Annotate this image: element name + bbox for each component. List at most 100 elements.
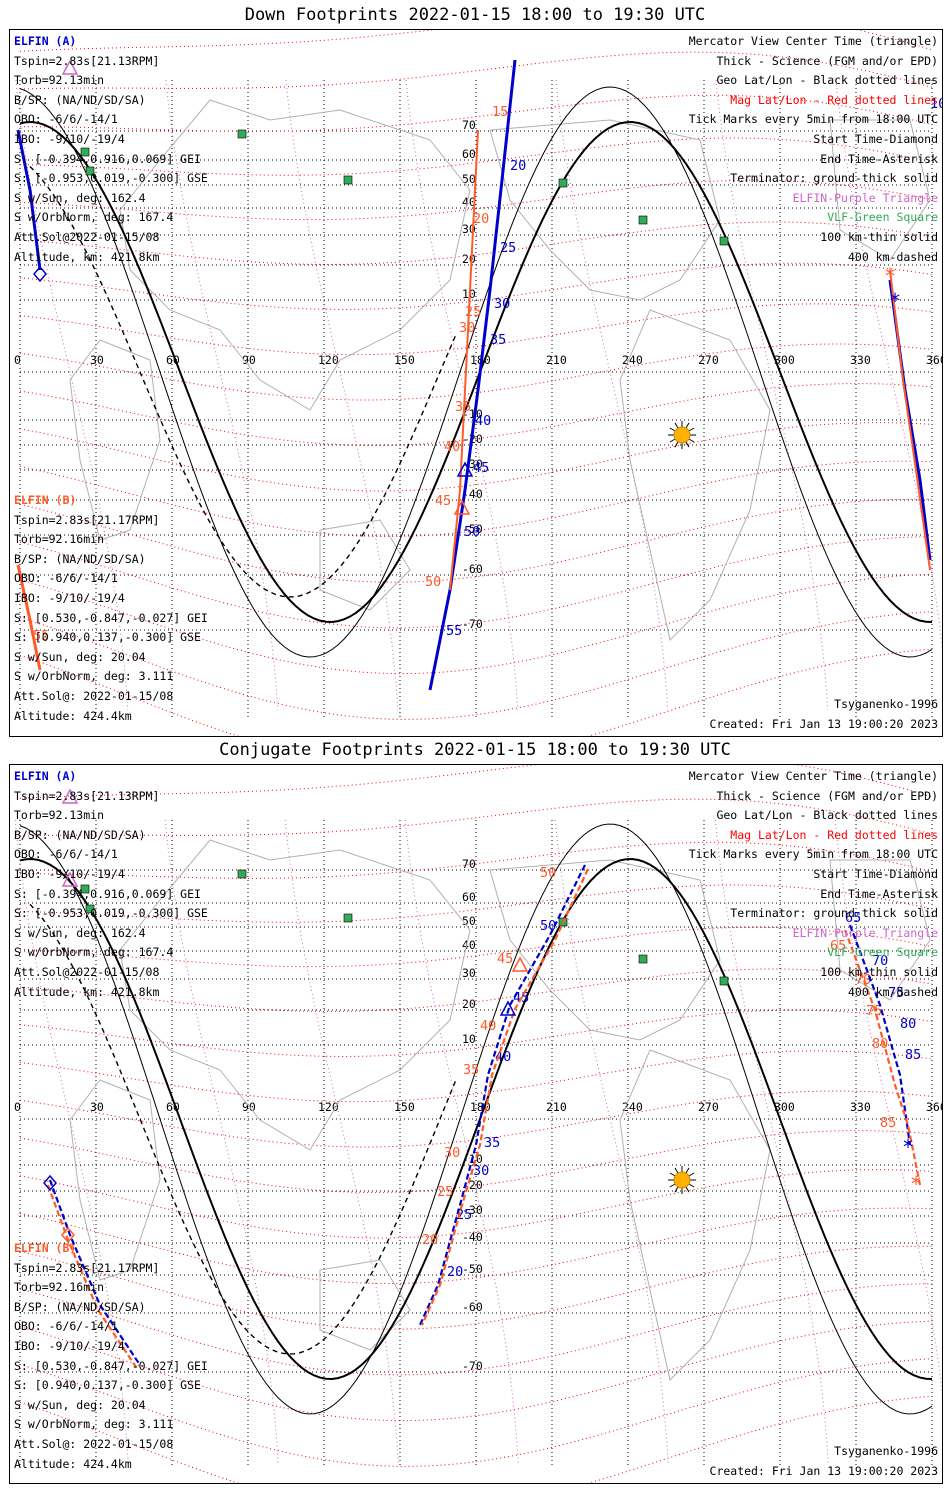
mag-parallel	[19, 884, 933, 923]
mag-meridian	[834, 819, 942, 1397]
sun-ray	[669, 1183, 676, 1188]
vlf-station-marker	[80, 147, 90, 157]
coastline	[69, 339, 161, 541]
info-line: S w/OrbNorm, deg: 167.4	[14, 210, 174, 225]
legend-line: Start Time-Diamond	[813, 866, 938, 881]
terminator-100km	[19, 86, 933, 658]
info-line: S w/OrbNorm, deg: 167.4	[14, 945, 174, 960]
track-time-label: 80	[900, 1016, 916, 1032]
map-canvas-conjugate: 0306090120150180210240270300330360706050…	[14, 765, 942, 1483]
sat-b-conj-track-west	[46, 1184, 139, 1371]
sat-a-name: ELFIN (A)	[14, 34, 77, 48]
sat-b-info-conjugate: ELFIN (B) Tspin=2.83s[21.17RPM] Torb=92.…	[14, 1239, 208, 1474]
lon-tick-label: 0	[14, 353, 21, 367]
track-time-label: 75	[888, 985, 904, 1001]
lon-tick-label: 270	[698, 353, 719, 367]
vlf-station-marker	[719, 236, 729, 246]
mag-parallel	[19, 179, 933, 221]
track-time-label: 55	[446, 623, 462, 639]
lat-tick-label: 60	[462, 890, 476, 904]
lat-tick-label: -10	[462, 407, 483, 421]
info-line: B/SP: (NA/ND/SD/SA)	[14, 551, 146, 566]
track-time-label: 30	[473, 1163, 489, 1179]
track-time-label: 70	[872, 953, 888, 969]
track-time-label: 30	[444, 1145, 460, 1161]
sun-icon	[673, 1171, 691, 1189]
coastline	[489, 859, 721, 1041]
mag-parallel	[19, 926, 933, 968]
lon-tick-label: 300	[774, 1100, 795, 1114]
track-time-label: 25	[500, 240, 516, 256]
track-time-label: 75	[10, 30, 26, 34]
track-time-label: 35	[455, 399, 471, 415]
sat-b-name: ELFIN (B)	[14, 1241, 77, 1255]
info-line: S w/OrbNorm, deg: 3.111	[14, 669, 174, 684]
info-line: IBO: -9/10/-19/4	[14, 866, 125, 881]
sun-ray	[685, 1186, 690, 1193]
track-time-label: 70	[10, 30, 26, 34]
mag-meridian	[404, 819, 519, 1466]
lat-tick-label: 70	[462, 857, 476, 871]
sun-ray	[669, 438, 676, 443]
lon-tick-label: 90	[242, 353, 256, 367]
sat-a-conj-track-east	[848, 924, 912, 1146]
lon-tick-label: 360	[926, 353, 942, 367]
legend-line: Tick Marks every 5min from 18:00 UTC	[688, 847, 938, 862]
sun-ray	[674, 422, 679, 429]
track-time-label: 25	[456, 1207, 472, 1223]
lat-tick-label: -50	[462, 1262, 483, 1276]
mag-meridian	[14, 819, 129, 1466]
vlf-station-marker	[638, 954, 648, 964]
legend-line: End Time-Asterisk	[820, 151, 938, 166]
track-time-label: 65	[10, 30, 26, 34]
legend-line: Geo Lat/Lon - Black dotted lines	[716, 808, 938, 823]
track-time-label: 40	[444, 439, 460, 455]
track-time-label: 45	[473, 460, 489, 476]
mag-parallel	[19, 1245, 933, 1330]
track-time-label: 85	[880, 1115, 896, 1131]
lat-tick-label: 40	[462, 938, 476, 952]
sat-b-conj-track-east	[843, 929, 922, 1186]
lat-tick-label: 20	[462, 252, 476, 266]
lon-tick-label: 300	[774, 353, 795, 367]
track-time-label: 55	[33, 628, 49, 644]
lat-tick-label: -40	[462, 487, 483, 501]
lon-tick-label: 210	[546, 1100, 567, 1114]
track-time-label: 85	[10, 30, 26, 34]
track-time-label: 70	[855, 972, 871, 988]
sun-ray	[674, 1167, 679, 1174]
info-line: B/SP: (NA/ND/SD/SA)	[14, 92, 146, 107]
mag-meridian	[165, 79, 279, 711]
info-line: Torb=92.13min	[14, 73, 105, 88]
view-center-triangle	[61, 788, 79, 804]
legend-line: Terminator: ground-thick solid	[730, 171, 938, 186]
legend-line: 400 km-dashed	[847, 249, 938, 264]
info-line: Altitude, km: 421.8km	[14, 984, 160, 999]
info-line: B/SP: (NA/ND/SD/SA)	[14, 1299, 146, 1314]
coastline	[319, 1259, 411, 1351]
sat-a-down-track-west	[16, 129, 42, 271]
info-line: IBO: -9/10/-19/4	[14, 131, 125, 146]
legend-line: 100 km-thin solid	[820, 229, 938, 244]
sun-ray	[674, 441, 679, 448]
start-diamond	[61, 1226, 75, 1244]
sun-ray	[688, 1172, 695, 1177]
mag-meridian	[714, 819, 829, 1466]
mag-parallel	[19, 51, 933, 90]
mag-meridian	[15, 79, 129, 711]
mag-parallel	[19, 765, 933, 799]
info-line: Altitude, km: 421.8km	[14, 249, 160, 264]
mag-meridian	[554, 819, 669, 1466]
info-line: S w/Sun, deg: 162.4	[14, 190, 146, 205]
sat-b-down-track	[449, 129, 479, 591]
footer-conjugate: Tsyganenko-1996 Created: Fri Jan 13 19:0…	[710, 1442, 938, 1481]
terminator-line	[19, 858, 933, 1380]
map-panel-down: 0306090120150180210240270300330360706050…	[9, 29, 943, 737]
legend-line: Thick - Science (FGM and/or EPD)	[716, 53, 938, 68]
track-time-label: 50	[540, 918, 556, 934]
track-time-label: 30	[459, 320, 475, 336]
track-time-label: 15	[492, 104, 508, 120]
legend-line: 100 km-thin solid	[820, 964, 938, 979]
view-center-triangle	[456, 461, 474, 477]
track-time-label: 35	[484, 1135, 500, 1151]
